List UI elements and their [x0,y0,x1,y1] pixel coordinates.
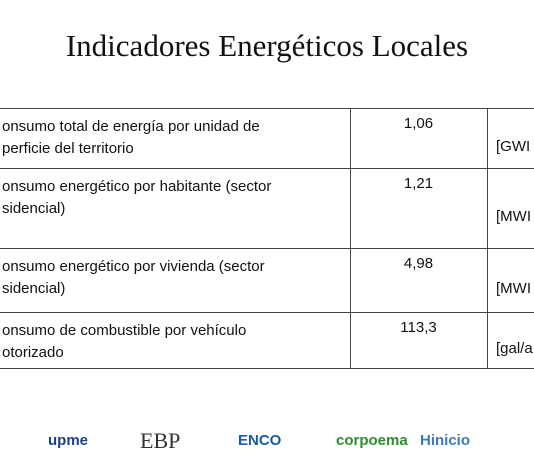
label-line: otorizado [2,344,64,361]
row-border [0,248,534,249]
slide-title: Indicadores Energéticos Locales [65,28,469,63]
indicator-unit: [GWI [496,138,531,155]
logo: corpoema [336,432,408,449]
logo: Hinicio [420,432,471,449]
row-border [0,368,534,369]
label-line: onsumo de combustible por vehículo [2,322,247,339]
indicator-label: onsumo energético por vivienda (sector si… [2,256,347,300]
logo: upme [48,432,89,449]
label-line: onsumo energético por vivienda (sector [2,258,265,275]
row-border [0,108,534,109]
label-line: perficie del territorio [2,140,134,157]
label-line: sidencial) [2,200,66,217]
indicator-unit: [MWI [496,208,531,225]
column-border [487,108,488,368]
indicator-unit: [MWI [496,280,531,297]
indicator-label: onsumo total de energía por unidad de per… [2,116,347,160]
label-line: onsumo energético por habitante (sector [2,178,272,195]
label-line: onsumo total de energía por unidad de [2,118,260,135]
indicator-value: 4,98 [403,255,434,272]
indicator-unit: [gal/a [496,340,533,357]
column-border [350,108,351,368]
logo: EBP [140,428,181,453]
logo: ENCO [238,432,282,449]
indicator-value: 113,3 [400,319,437,336]
indicator-label: onsumo energético por habitante (sector s… [2,176,347,220]
row-border [0,168,534,169]
row-border [0,312,534,313]
label-line: sidencial) [2,280,66,297]
indicator-label: onsumo de combustible por vehículo otoriz… [2,320,347,364]
indicator-value: 1,06 [403,115,434,132]
indicator-value: 1,21 [403,175,434,192]
